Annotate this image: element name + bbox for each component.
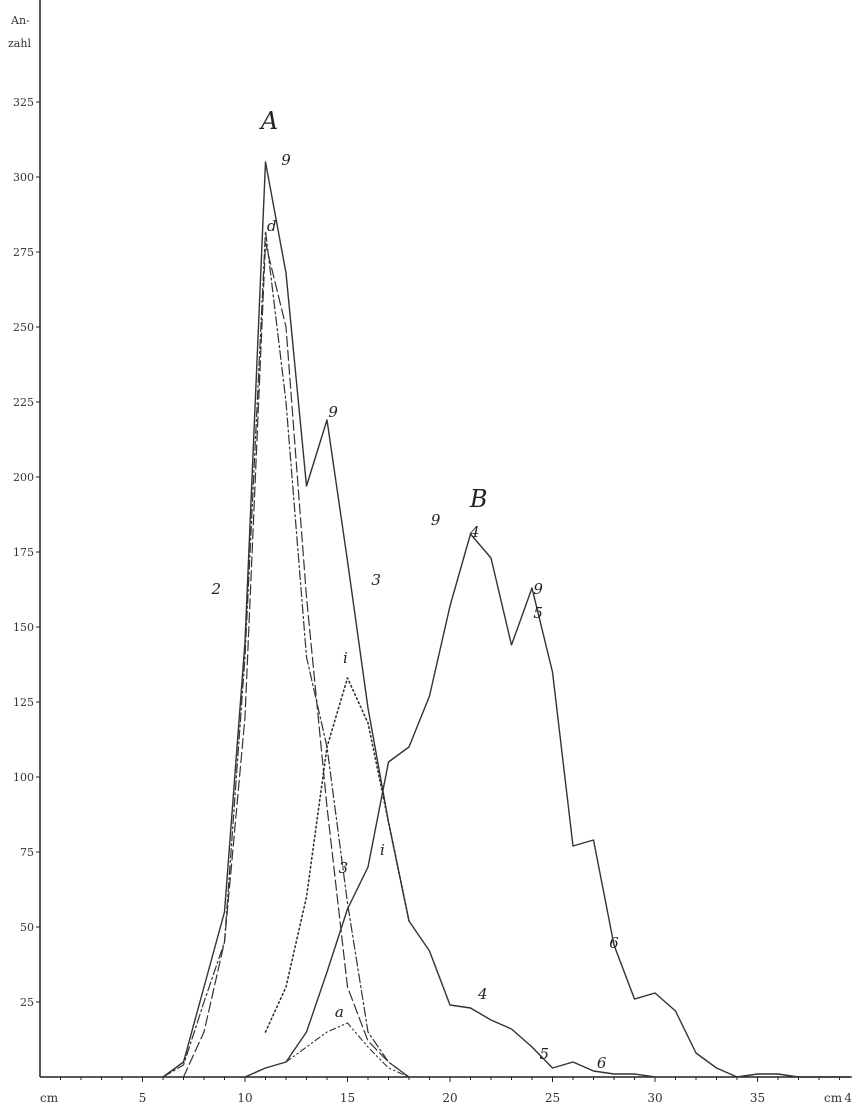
x-tick-labels: 5 10 15 20 25 30 35 40 xyxy=(139,1091,852,1105)
curve-label: i xyxy=(380,841,385,859)
curve-label: 9 xyxy=(533,580,543,598)
curve-label: 2 xyxy=(211,580,222,598)
curve-label: 3 xyxy=(339,859,349,877)
series-line-6-dash-dot-dot xyxy=(285,1022,410,1078)
y-axis-label-line2: zahl xyxy=(8,37,31,50)
curve-label: d xyxy=(267,217,277,235)
y-tick-label: 50 xyxy=(20,921,34,934)
series-line-2-solid xyxy=(244,533,852,1078)
y-tick-label: 300 xyxy=(13,171,34,184)
curve-label: 3 xyxy=(371,571,381,589)
curve-label: 9 xyxy=(281,151,291,169)
y-tick-label: 125 xyxy=(13,696,34,709)
series-lines xyxy=(162,161,852,1078)
x-tick-label: 35 xyxy=(750,1091,765,1105)
y-tick-label: 150 xyxy=(13,621,34,634)
curve-label: a xyxy=(335,1003,344,1021)
series-line-1-solid xyxy=(162,161,656,1078)
curve-label: 9 xyxy=(328,403,338,421)
x-tick-label: 25 xyxy=(545,1091,560,1105)
x-tick-label: 15 xyxy=(340,1091,355,1105)
curve-label: 9 xyxy=(431,511,441,529)
x-tick-label: 5 xyxy=(139,1091,147,1105)
curve-label: 6 xyxy=(609,934,619,952)
curve-label: 4 xyxy=(477,985,488,1003)
curve-label: 6 xyxy=(597,1054,607,1072)
y-tick-label: 250 xyxy=(13,321,34,334)
curve-label: A xyxy=(259,107,278,135)
x-tick-label: 30 xyxy=(647,1091,662,1105)
curve-label: 5 xyxy=(533,604,543,622)
x-axis-unit-left: cm xyxy=(40,1091,59,1105)
y-axis-label-line1: An- xyxy=(10,14,30,27)
y-tick-label: 225 xyxy=(13,396,34,409)
curve-label: 4 xyxy=(469,523,480,541)
curve-label: B xyxy=(469,485,488,513)
x-tick-label: 10 xyxy=(237,1091,252,1105)
y-tick-label: 325 xyxy=(13,96,34,109)
curve-label: i xyxy=(343,649,348,667)
x-axis-unit-right: cm xyxy=(824,1091,843,1105)
y-tick-label: 275 xyxy=(13,246,34,259)
series-line-5-dotted xyxy=(264,677,410,1033)
y-tick-label: 75 xyxy=(20,846,34,859)
series-line-4-dashed xyxy=(182,242,410,1078)
series-line-3-dash-dot xyxy=(162,230,410,1078)
y-tick-label: 25 xyxy=(20,996,34,1009)
curve-annotations: A B 9 d 9 2 3 9 4 9 5 i 3 i a 4 5 6 6 xyxy=(211,107,620,1072)
y-tick-labels: 25 50 75 100 125 150 175 200 225 250 275 300 325 xyxy=(13,96,34,1009)
x-tick-label: 20 xyxy=(442,1091,457,1105)
y-tick-label: 175 xyxy=(13,546,34,559)
axes xyxy=(36,0,850,1082)
y-tick-label: 200 xyxy=(13,471,34,484)
x-tick-label: 40 xyxy=(844,1091,852,1105)
curve-label: 5 xyxy=(540,1045,550,1063)
y-tick-label: 100 xyxy=(13,771,34,784)
